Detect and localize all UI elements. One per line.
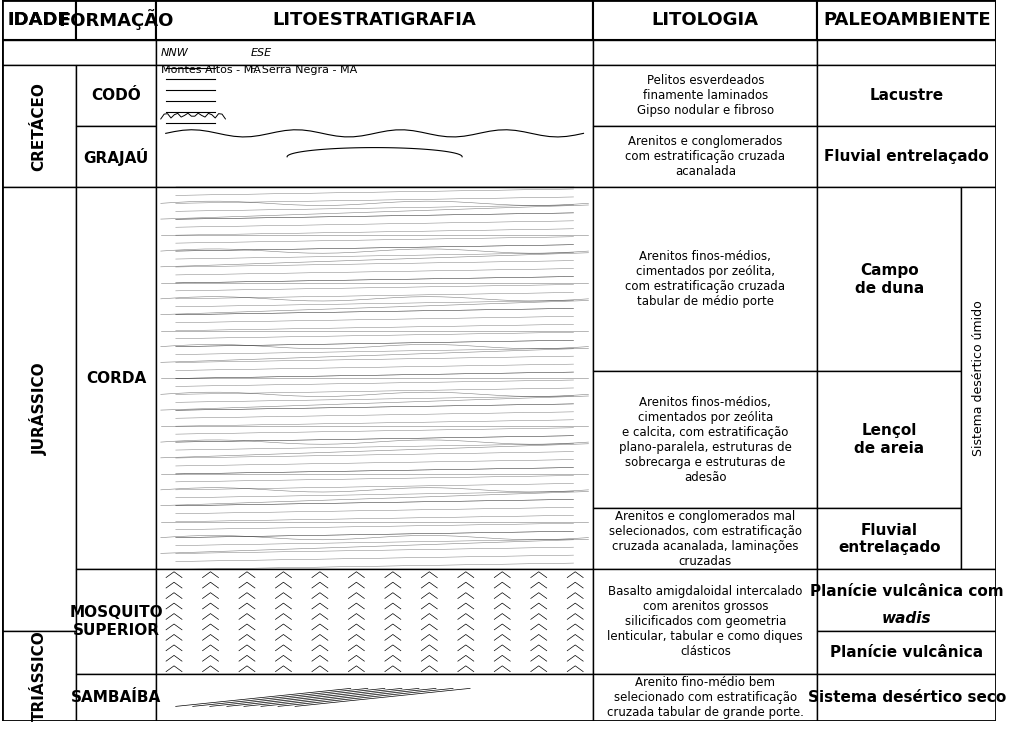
FancyBboxPatch shape (76, 65, 156, 126)
FancyBboxPatch shape (817, 187, 962, 371)
FancyBboxPatch shape (594, 187, 817, 371)
FancyBboxPatch shape (2, 39, 156, 65)
FancyBboxPatch shape (817, 65, 996, 126)
FancyBboxPatch shape (817, 371, 962, 508)
Text: Sistema desértico úmido: Sistema desértico úmido (973, 300, 985, 456)
Text: Lençol
de areia: Lençol de areia (854, 423, 925, 456)
Text: MOSQUITO
SUPERIOR: MOSQUITO SUPERIOR (70, 605, 163, 638)
FancyBboxPatch shape (2, 0, 76, 39)
FancyBboxPatch shape (2, 187, 76, 631)
Text: SAMBAÍBA: SAMBAÍBA (71, 690, 161, 705)
Text: JURÁSSICO: JURÁSSICO (30, 363, 48, 455)
Text: Planície vulcânica com: Planície vulcânica com (810, 584, 1004, 616)
Text: Montes Altos - MA: Montes Altos - MA (161, 65, 261, 75)
FancyBboxPatch shape (817, 39, 996, 65)
FancyBboxPatch shape (156, 39, 594, 65)
FancyBboxPatch shape (2, 0, 76, 39)
Text: Basalto amigdaloidal intercalado
com arenitos grossos
silicificados com geometri: Basalto amigdaloidal intercalado com are… (607, 586, 803, 658)
Text: F. Serra Negra - MA: F. Serra Negra - MA (250, 65, 357, 75)
Text: LITOESTRATIGRAFIA: LITOESTRATIGRAFIA (272, 11, 476, 29)
FancyBboxPatch shape (76, 569, 156, 674)
Text: Arenitos finos-médios,
cimentados por zeólita,
com estratificação cruzada
tabula: Arenitos finos-médios, cimentados por ze… (626, 250, 785, 308)
Text: Fluvial
entrelaçado: Fluvial entrelaçado (838, 523, 941, 555)
FancyBboxPatch shape (817, 508, 962, 569)
Text: GRAJAÚ: GRAJAÚ (83, 148, 148, 166)
FancyBboxPatch shape (156, 569, 594, 674)
Text: Lacustre: Lacustre (869, 88, 944, 103)
Text: TRIÁSSICO: TRIÁSSICO (32, 630, 46, 721)
Text: Sistema desértico seco: Sistema desértico seco (808, 690, 1006, 705)
FancyBboxPatch shape (817, 631, 996, 674)
Text: Arenitos e conglomerados
com estratificação cruzada
acanalada: Arenitos e conglomerados com estratifica… (626, 135, 785, 178)
FancyBboxPatch shape (76, 126, 156, 187)
FancyBboxPatch shape (156, 65, 594, 187)
Text: Planície vulcânica: Planície vulcânica (830, 645, 983, 660)
FancyBboxPatch shape (76, 0, 156, 39)
FancyBboxPatch shape (594, 126, 817, 187)
FancyBboxPatch shape (2, 65, 76, 187)
FancyBboxPatch shape (594, 65, 817, 126)
Text: CODÓ: CODÓ (91, 88, 141, 103)
FancyBboxPatch shape (156, 187, 594, 569)
FancyBboxPatch shape (2, 631, 76, 721)
FancyBboxPatch shape (594, 508, 817, 569)
Text: CORDA: CORDA (86, 371, 146, 386)
FancyBboxPatch shape (594, 39, 817, 65)
FancyBboxPatch shape (817, 569, 996, 631)
Text: LITOLOGIA: LITOLOGIA (652, 11, 759, 29)
Text: Fluvial entrelaçado: Fluvial entrelaçado (824, 149, 989, 164)
Text: PALEOAMBIENTE: PALEOAMBIENTE (823, 11, 990, 29)
FancyBboxPatch shape (594, 674, 817, 721)
Text: ESE: ESE (250, 48, 271, 58)
FancyBboxPatch shape (156, 674, 594, 721)
Text: wadis: wadis (882, 610, 932, 626)
FancyBboxPatch shape (817, 0, 996, 39)
Text: NNW: NNW (161, 48, 188, 58)
FancyBboxPatch shape (962, 187, 996, 569)
FancyBboxPatch shape (594, 0, 817, 39)
FancyBboxPatch shape (594, 569, 817, 674)
FancyBboxPatch shape (156, 0, 594, 39)
Text: CRETÁCEO: CRETÁCEO (32, 82, 46, 170)
Text: Arenitos e conglomerados mal
selecionados, com estratificação
cruzada acanalada,: Arenitos e conglomerados mal selecionado… (609, 510, 802, 568)
Text: IDADE: IDADE (7, 11, 71, 29)
FancyBboxPatch shape (817, 674, 996, 721)
FancyBboxPatch shape (594, 371, 817, 508)
Text: IDADE: IDADE (7, 11, 71, 29)
FancyBboxPatch shape (2, 0, 76, 39)
Text: Campo
de duna: Campo de duna (855, 263, 924, 295)
Text: Arenito fino-médio bem
selecionado com estratificação
cruzada tabular de grande : Arenito fino-médio bem selecionado com e… (607, 676, 804, 719)
FancyBboxPatch shape (76, 674, 156, 721)
Text: Arenitos finos-médios,
cimentados por zeólita
e calcita, com estratificação
plan: Arenitos finos-médios, cimentados por ze… (618, 395, 792, 484)
FancyBboxPatch shape (817, 126, 996, 187)
Text: FORMAÇÃO: FORMAÇÃO (58, 10, 174, 30)
FancyBboxPatch shape (76, 187, 156, 569)
Text: Pelitos esverdeados
finamente laminados
Gipso nodular e fibroso: Pelitos esverdeados finamente laminados … (637, 74, 774, 117)
